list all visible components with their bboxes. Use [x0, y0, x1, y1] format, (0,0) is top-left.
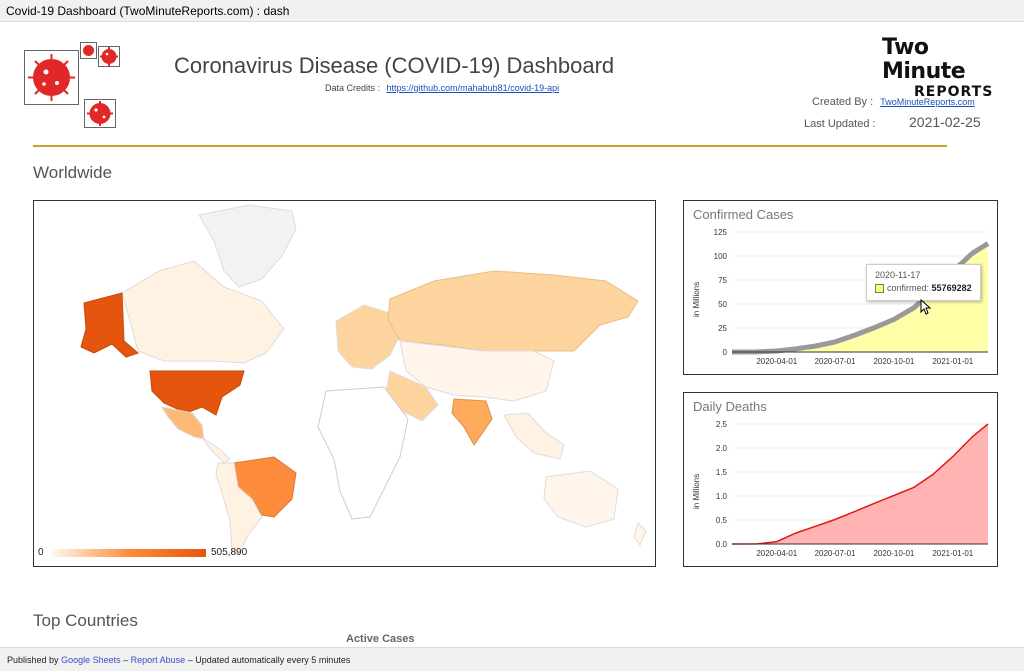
created-link[interactable]: TwoMinuteReports.com [880, 97, 975, 107]
confirmed-y-tick: 75 [718, 276, 727, 285]
deaths-y-tick: 2.0 [716, 444, 728, 453]
confirmed-area [732, 243, 988, 352]
daily-deaths-chart[interactable]: Daily Deaths in Millions 0.0 0.5 1.0 1.5 2.0… [683, 392, 998, 567]
map-region-alaska[interactable] [80, 292, 139, 358]
created-label: Created By : [812, 96, 874, 108]
created-by: Created By : TwoMinuteReports.com [812, 96, 975, 108]
brand-line1: Two Minute [882, 35, 966, 84]
confirmed-y-tick: 50 [718, 300, 727, 309]
map-region-southeast-asia[interactable] [503, 412, 565, 460]
deaths-y-tick: 2.5 [716, 420, 728, 429]
confirmed-y-tick: 0 [723, 348, 728, 357]
confirmed-y-tick: 100 [714, 252, 728, 261]
credits-label: Data Credits : [325, 83, 381, 93]
brand-logo: Two Minute REPORTS [882, 35, 992, 101]
map-region-africa[interactable] [317, 386, 409, 520]
dashboard-page: Coronavirus Disease (COVID-19) Dashboard… [0, 22, 1024, 647]
chart-tooltip: 2020-11-17 confirmed: 55769282 [866, 264, 981, 301]
tooltip-swatch [875, 284, 884, 293]
deaths-y-tick: 1.0 [716, 492, 728, 501]
deaths-x-tick: 2020-10-01 [873, 549, 914, 558]
map-region-south-america[interactable] [215, 462, 263, 554]
active-cases-label: Active Cases [346, 633, 415, 645]
confirmed-y-tick: 125 [714, 228, 728, 237]
deaths-x-tick: 2020-04-01 [756, 549, 797, 558]
footer-published-by: Published by [7, 655, 59, 665]
virus-logo-icon [24, 42, 120, 128]
map-region-mexico[interactable] [160, 406, 205, 440]
section-worldwide: Worldwide [33, 163, 113, 182]
tooltip-value: 55769282 [931, 283, 972, 293]
deaths-y-tick: 0.0 [716, 540, 728, 549]
section-top-countries: Top Countries [33, 611, 138, 630]
deaths-area [732, 424, 988, 544]
map-region-new-zealand[interactable] [633, 522, 647, 546]
world-map-svg[interactable] [34, 201, 655, 566]
last-updated-label: Last Updated : [804, 118, 876, 130]
map-legend-gradient [52, 549, 206, 557]
tooltip-date: 2020-11-17 [875, 270, 921, 280]
deaths-chart-svg[interactable]: 0.0 0.5 1.0 1.5 2.0 2.5 2020-04-01 2020-07-01 20… [684, 393, 997, 566]
deaths-line [731, 423, 989, 545]
data-credits: Data Credits : https://github.com/mahabu… [325, 83, 559, 93]
map-legend-min: 0 [38, 547, 44, 558]
footer-bar: Published by Google Sheets – Report Abus… [0, 647, 1024, 671]
map-region-canada[interactable] [121, 260, 285, 364]
header-divider [33, 145, 947, 147]
world-map[interactable]: 0 505,890 [33, 200, 656, 567]
map-region-central-america[interactable] [201, 436, 231, 464]
page-title: Coronavirus Disease (COVID-19) Dashboard [174, 53, 615, 78]
mouse-cursor-icon [920, 299, 932, 315]
confirmed-y-tick: 25 [718, 324, 727, 333]
confirmed-x-tick: 2020-04-01 [756, 357, 797, 366]
confirmed-chart-title: Confirmed Cases [693, 207, 794, 222]
window-title: Covid-19 Dashboard (TwoMinuteReports.com… [0, 0, 1024, 22]
footer-report-abuse-link[interactable]: Report Abuse [130, 655, 186, 665]
footer-google-sheets-link[interactable]: Google Sheets [61, 655, 121, 665]
confirmed-x-tick: 2020-10-01 [873, 357, 914, 366]
deaths-chart-title: Daily Deaths [693, 399, 767, 414]
deaths-x-tick: 2021-01-01 [932, 549, 973, 558]
footer-separator: – [123, 655, 129, 665]
credits-link[interactable]: https://github.com/mahabub81/covid-19-ap… [386, 83, 560, 93]
deaths-y-tick: 1.5 [716, 468, 728, 477]
map-region-greenland[interactable] [198, 204, 297, 288]
map-region-asia[interactable] [399, 340, 555, 402]
map-region-europe[interactable] [335, 304, 401, 370]
map-region-russia[interactable] [387, 270, 639, 352]
tooltip-value-line: confirmed: 55769282 [887, 283, 972, 293]
map-region-usa[interactable] [149, 370, 245, 416]
map-region-australia[interactable] [543, 470, 619, 528]
tooltip-label: confirmed: [887, 283, 930, 293]
confirmed-x-tick: 2021-01-01 [932, 357, 973, 366]
footer-separator: – [187, 655, 193, 665]
map-region-india[interactable] [451, 398, 493, 446]
confirmed-x-tick: 2020-07-01 [815, 357, 856, 366]
brand-line2: REPORTS [914, 84, 994, 100]
deaths-x-tick: 2020-07-01 [815, 549, 856, 558]
deaths-y-tick: 0.5 [716, 516, 728, 525]
map-legend-max: 505,890 [211, 547, 248, 558]
confirmed-cases-chart[interactable]: Confirmed Cases in Millions 0 25 50 75 100 12… [683, 200, 998, 375]
last-updated-value: 2021-02-25 [909, 114, 981, 130]
footer-auto-update: Updated automatically every 5 minutes [195, 655, 351, 665]
